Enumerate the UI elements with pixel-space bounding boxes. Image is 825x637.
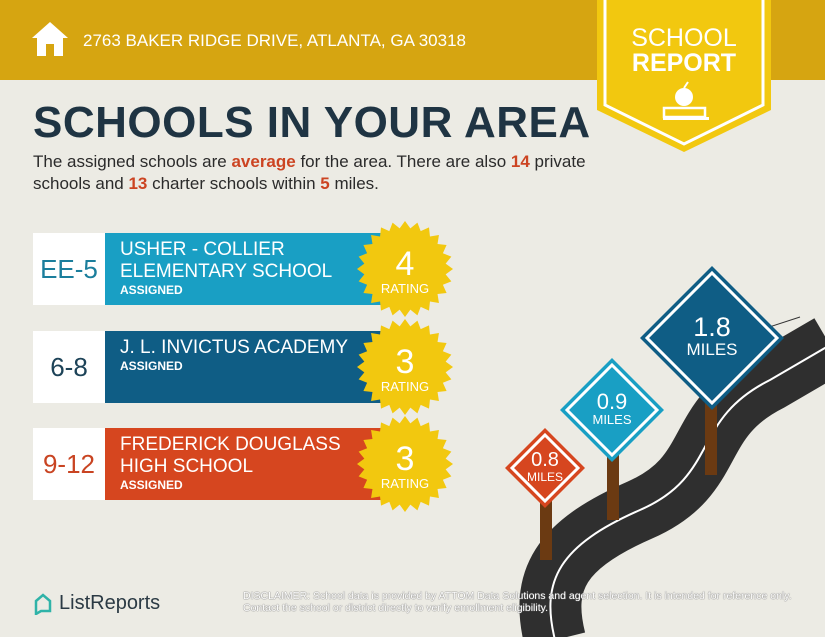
distance-label: 1.8 MILES	[686, 312, 738, 360]
badge-title: SCHOOL REPORT	[631, 24, 737, 77]
school-name: FREDERICK DOUGLASS HIGH SCHOOL	[120, 434, 341, 477]
school-row[interactable]: 6-8 J. L. INVICTUS ACADEMY ASSIGNED	[33, 331, 395, 403]
distance-label: 0.9 MILES	[592, 389, 632, 428]
school-info: FREDERICK DOUGLASS HIGH SCHOOL ASSIGNED	[105, 428, 395, 500]
school-row[interactable]: EE-5 USHER - COLLIER ELEMENTARY SCHOOL A…	[33, 233, 395, 305]
distance-sign	[505, 428, 585, 508]
school-report-badge	[597, 0, 771, 152]
rating-seal	[357, 221, 453, 317]
school-name: J. L. INVICTUS ACADEMY	[120, 337, 349, 358]
rating: 3 RATING	[380, 440, 430, 491]
school-info: J. L. INVICTUS ACADEMY ASSIGNED	[105, 331, 395, 403]
disclaimer: DISCLAIMER: School data is provided by A…	[243, 590, 792, 614]
rating: 3 RATING	[380, 343, 430, 394]
property-address: 2763 BAKER RIDGE DRIVE, ATLANTA, GA 3031…	[83, 31, 466, 50]
distance-sign	[640, 266, 784, 410]
school-status: ASSIGNED	[120, 283, 183, 297]
sign-pole	[540, 500, 552, 560]
listreports-logo: ListReports	[33, 592, 160, 615]
rating: 4 RATING	[380, 245, 430, 296]
school-status: ASSIGNED	[120, 359, 183, 373]
distance-sign	[560, 358, 664, 462]
home-icon	[32, 22, 68, 56]
listreports-logo-icon	[34, 592, 52, 615]
intro-text: The assigned schools are average for the…	[33, 152, 586, 193]
grade-range: 6-8	[33, 331, 105, 403]
rating-seal	[357, 416, 453, 512]
school-name: USHER - COLLIER ELEMENTARY SCHOOL	[120, 239, 333, 282]
grade-range: 9-12	[33, 428, 105, 500]
rating-seal	[357, 319, 453, 415]
sign-pole	[607, 445, 619, 520]
road-center-line	[549, 346, 825, 637]
school-status: ASSIGNED	[120, 478, 183, 492]
distance-label: 0.8 MILES	[526, 449, 563, 484]
apple-books-icon	[662, 81, 709, 120]
grade-range: EE-5	[33, 233, 105, 305]
school-info: USHER - COLLIER ELEMENTARY SCHOOL ASSIGN…	[105, 233, 395, 305]
page-title: SCHOOLS IN YOUR AREA	[33, 98, 591, 147]
school-row[interactable]: 9-12 FREDERICK DOUGLASS HIGH SCHOOL ASSI…	[33, 428, 395, 500]
